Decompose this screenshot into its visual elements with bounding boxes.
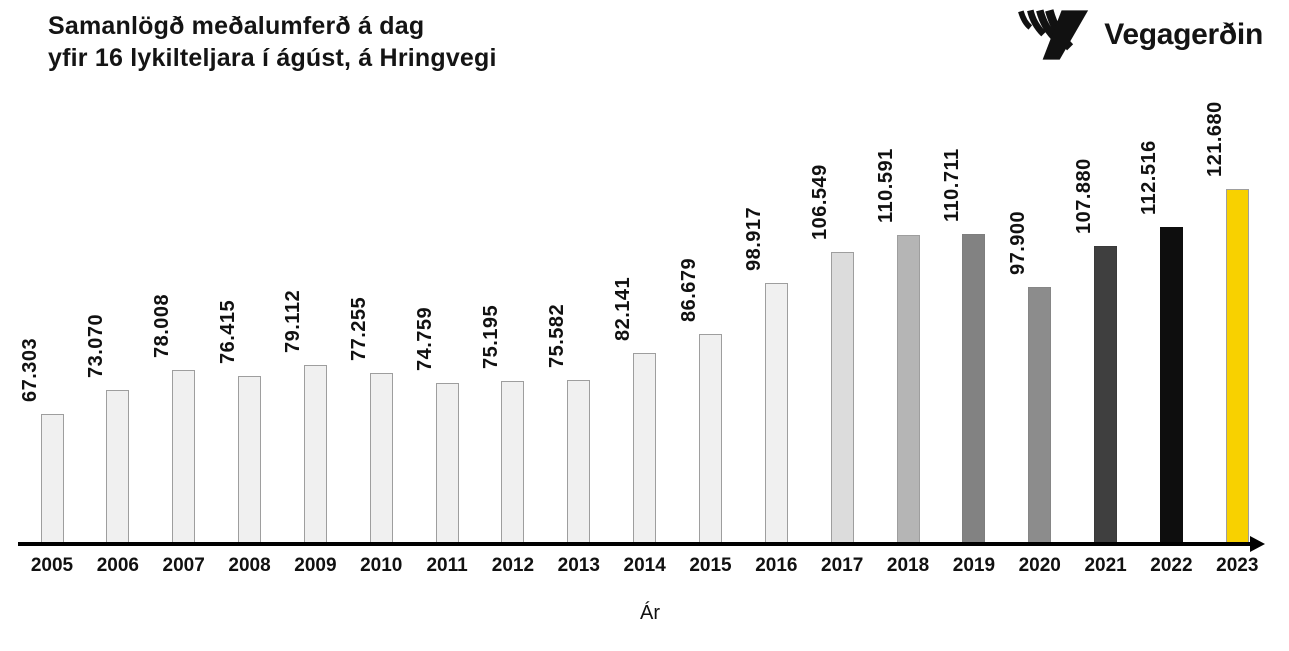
x-tick-label: 2014 [623, 555, 666, 576]
bar-value-label: 75.195 [479, 304, 502, 369]
bar-2020 [1028, 287, 1052, 546]
bar-2012 [501, 381, 525, 546]
bar-value-label: 121.680 [1204, 101, 1227, 177]
x-tick-label: 2012 [491, 555, 535, 576]
bar-2008 [238, 376, 262, 546]
bar-2017 [830, 252, 854, 546]
chart-title-line2: yfir 16 lykilteljara í ágúst, á Hringveg… [48, 44, 497, 72]
bar-2013 [567, 380, 591, 546]
bar-2011 [435, 383, 459, 546]
bar-2019 [962, 234, 986, 546]
vegagerdin-logo: Vegagerðin [1018, 8, 1263, 62]
x-tick-label: 2010 [360, 555, 403, 576]
bar-value-label: 110.711 [940, 148, 963, 222]
bar-value-label: 110.591 [875, 148, 898, 223]
x-axis-line [18, 542, 1252, 546]
bar-2016 [764, 283, 788, 546]
x-tick-label: 2005 [30, 555, 74, 576]
vegagerdin-logo-icon [1018, 8, 1090, 62]
bar-2006 [106, 390, 130, 546]
x-tick-label: 2022 [1150, 555, 1193, 576]
x-tick-label: 2020 [1018, 555, 1061, 576]
x-tick-label: 2011 [426, 555, 468, 576]
x-tick-label: 2006 [96, 555, 139, 576]
x-tick-label: 2023 [1216, 555, 1259, 576]
bar-value-label: 106.549 [809, 164, 832, 240]
bar-value-label: 75.582 [545, 303, 568, 368]
x-axis-arrow-icon [1250, 536, 1265, 552]
bar-value-label: 76.415 [216, 299, 239, 364]
bar-2005 [40, 414, 64, 546]
bar-value-label: 97.900 [1006, 210, 1029, 275]
bar-value-label: 107.880 [1072, 158, 1095, 234]
bar-value-label: 74.759 [414, 306, 437, 371]
bar-value-label: 79.112 [282, 289, 305, 353]
bar-value-label: 112.516 [1138, 140, 1161, 215]
x-tick-label: 2007 [162, 555, 205, 576]
x-tick-label: 2017 [821, 555, 864, 576]
bar-value-label: 67.303 [19, 337, 41, 402]
bar-value-label: 77.255 [348, 296, 371, 361]
bar-2021 [1094, 246, 1118, 546]
bar-value-label: 86.679 [677, 257, 700, 322]
bar-value-label: 98.917 [743, 206, 766, 271]
x-tick-label: 2008 [228, 555, 271, 576]
bar-2007 [172, 370, 196, 546]
x-tick-label: 2016 [755, 555, 798, 576]
x-tick-label: 2013 [557, 555, 600, 576]
bar-2018 [896, 235, 920, 546]
chart-title: Samanlögð meðalumferð á dag yfir 16 lyki… [48, 10, 497, 74]
bar-2014 [633, 353, 657, 546]
bar-2022 [1159, 227, 1183, 546]
x-tick-label: 2015 [689, 555, 732, 576]
chart-title-line1: Samanlögð meðalumferð á dag [48, 12, 425, 40]
bar-2015 [699, 334, 722, 546]
x-tick-label: 2019 [952, 555, 996, 576]
bar-2009 [303, 365, 327, 546]
bar-value-label: 78.008 [150, 293, 173, 358]
bar-2010 [369, 373, 393, 546]
x-tick-label: 2018 [886, 555, 930, 576]
vegagerdin-logo-text: Vegagerðin [1104, 18, 1263, 51]
x-tick-label: 2021 [1084, 555, 1127, 576]
bar-2023 [1225, 189, 1249, 546]
bar-value-label: 73.070 [84, 313, 107, 378]
x-axis-title: Ár [640, 602, 660, 624]
bar-value-label: 82.141 [611, 276, 634, 341]
x-tick-label: 2009 [294, 555, 337, 576]
